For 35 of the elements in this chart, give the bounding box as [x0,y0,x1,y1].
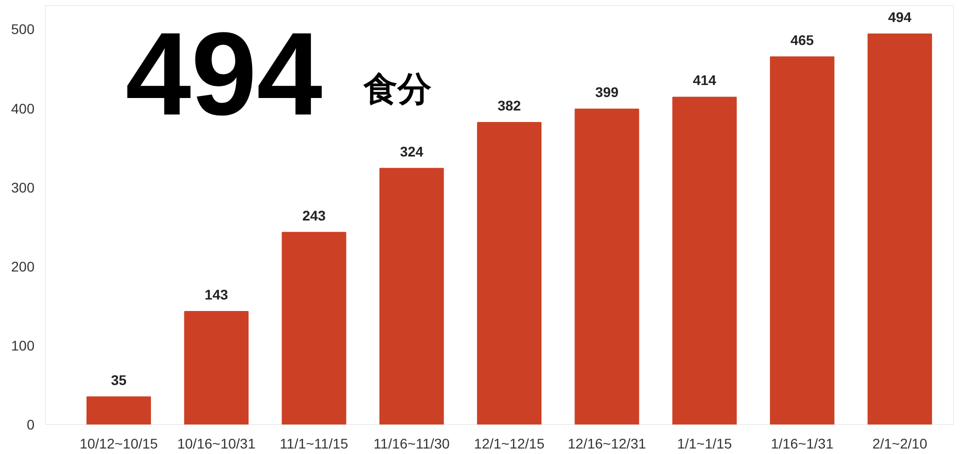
bar [672,96,737,424]
data-label: 399 [595,84,619,100]
data-label: 243 [302,207,326,224]
bar [184,310,249,424]
x-tick-label: 12/16~12/31 [568,436,646,452]
y-tick-label: 100 [11,337,35,354]
y-tick-label: 200 [11,258,35,274]
bar [477,122,542,424]
bar [574,108,640,424]
x-tick-label: 1/1~1/15 [677,436,732,452]
data-label: 414 [692,72,716,88]
data-label: 382 [498,98,522,114]
data-label: 324 [400,143,424,160]
bar [86,396,151,424]
x-tick-label: 2/1~2/10 [872,436,928,452]
y-tick-label: 300 [11,179,35,196]
data-label: 465 [790,32,814,48]
bar [868,33,932,424]
y-tick-label: 400 [11,100,35,116]
x-tick-label: 11/1~11/15 [280,436,348,452]
x-tick-label: 11/16~11/30 [374,436,450,452]
chart-title: 494 [126,8,322,140]
y-tick-label: 0 [26,416,35,432]
bar [379,168,444,424]
text: 食分 [362,70,432,110]
x-tick-label: 10/16~10/31 [177,436,256,452]
x-tick-label: 12/1~12/15 [474,436,545,452]
data-label: 143 [204,286,228,302]
x-tick-label: 1/16~1/31 [770,436,834,452]
bar [770,56,834,424]
y-tick-label: 500 [11,21,35,38]
bar [282,232,346,424]
x-tick-label: 10/12~10/15 [80,436,158,452]
data-label: 35 [110,372,127,388]
data-label: 494 [888,8,912,25]
